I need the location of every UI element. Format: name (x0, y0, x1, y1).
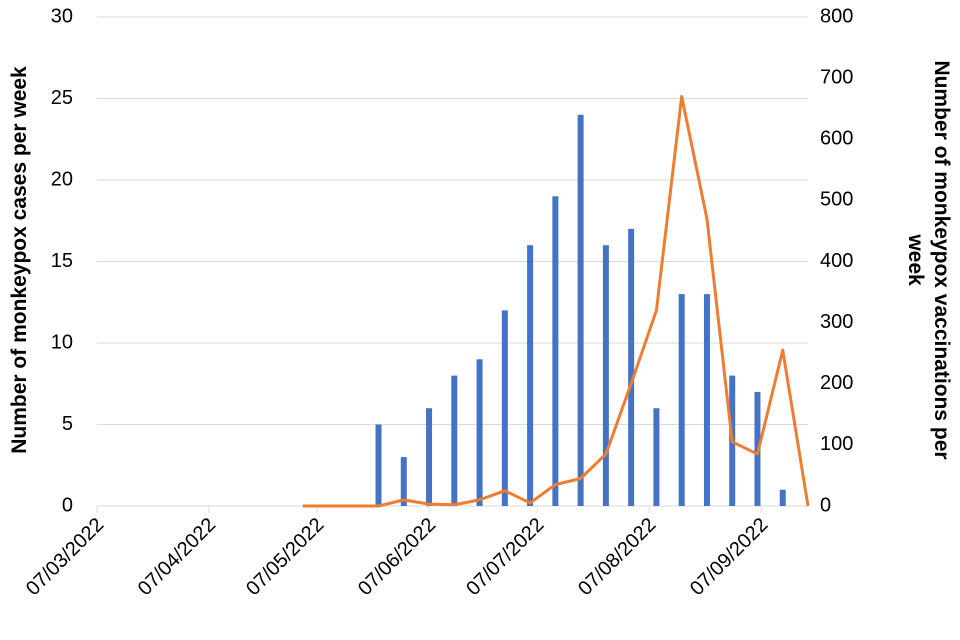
y2-tick-label: 0 (820, 494, 831, 516)
y2-tick-label: 100 (820, 433, 853, 455)
bar (400, 457, 407, 506)
x-tick-label: 07/04/2022 (134, 514, 220, 600)
y2-axis-title: Number of monkeypox vaccinations per wee… (904, 60, 953, 460)
y-tick-label: 20 (51, 168, 73, 190)
bar (451, 375, 458, 506)
y2-tick-label: 700 (820, 66, 853, 88)
x-tick-label: 07/08/2022 (574, 514, 660, 600)
y2-tick-label: 200 (820, 372, 853, 394)
bar (375, 424, 382, 506)
line (302, 94, 810, 508)
y-tick-label: 10 (51, 331, 73, 353)
bar (527, 245, 534, 506)
x-tick-label: 07/07/2022 (462, 514, 548, 600)
bar (779, 489, 786, 506)
y2-tick-label: 500 (820, 189, 853, 211)
y-tick-label: 15 (51, 250, 73, 272)
bar (703, 294, 710, 506)
y2-tick-label: 800 (820, 5, 853, 27)
y-tick-label: 30 (51, 5, 73, 27)
y2-tick-label: 400 (820, 250, 853, 272)
bar (476, 359, 483, 506)
y2-tick-label: 300 (820, 311, 853, 333)
bar (426, 408, 433, 506)
bar (678, 294, 685, 506)
y2-tick-label: 600 (820, 128, 853, 150)
bar (602, 245, 609, 506)
y-tick-label: 25 (51, 87, 73, 109)
x-tick-label: 07/03/2022 (22, 514, 108, 600)
x-tick-label: 07/09/2022 (686, 514, 772, 600)
y-axis-title: Number of monkeypox cases per week (8, 66, 31, 454)
bar (628, 228, 635, 506)
bar (552, 196, 559, 507)
y-tick-label: 5 (62, 413, 73, 435)
bar (577, 114, 584, 507)
y-tick-label: 0 (62, 494, 73, 516)
x-tick-label: 07/05/2022 (242, 514, 328, 600)
bar (501, 310, 508, 506)
bar (653, 408, 660, 506)
x-tick-label: 07/06/2022 (354, 514, 440, 600)
